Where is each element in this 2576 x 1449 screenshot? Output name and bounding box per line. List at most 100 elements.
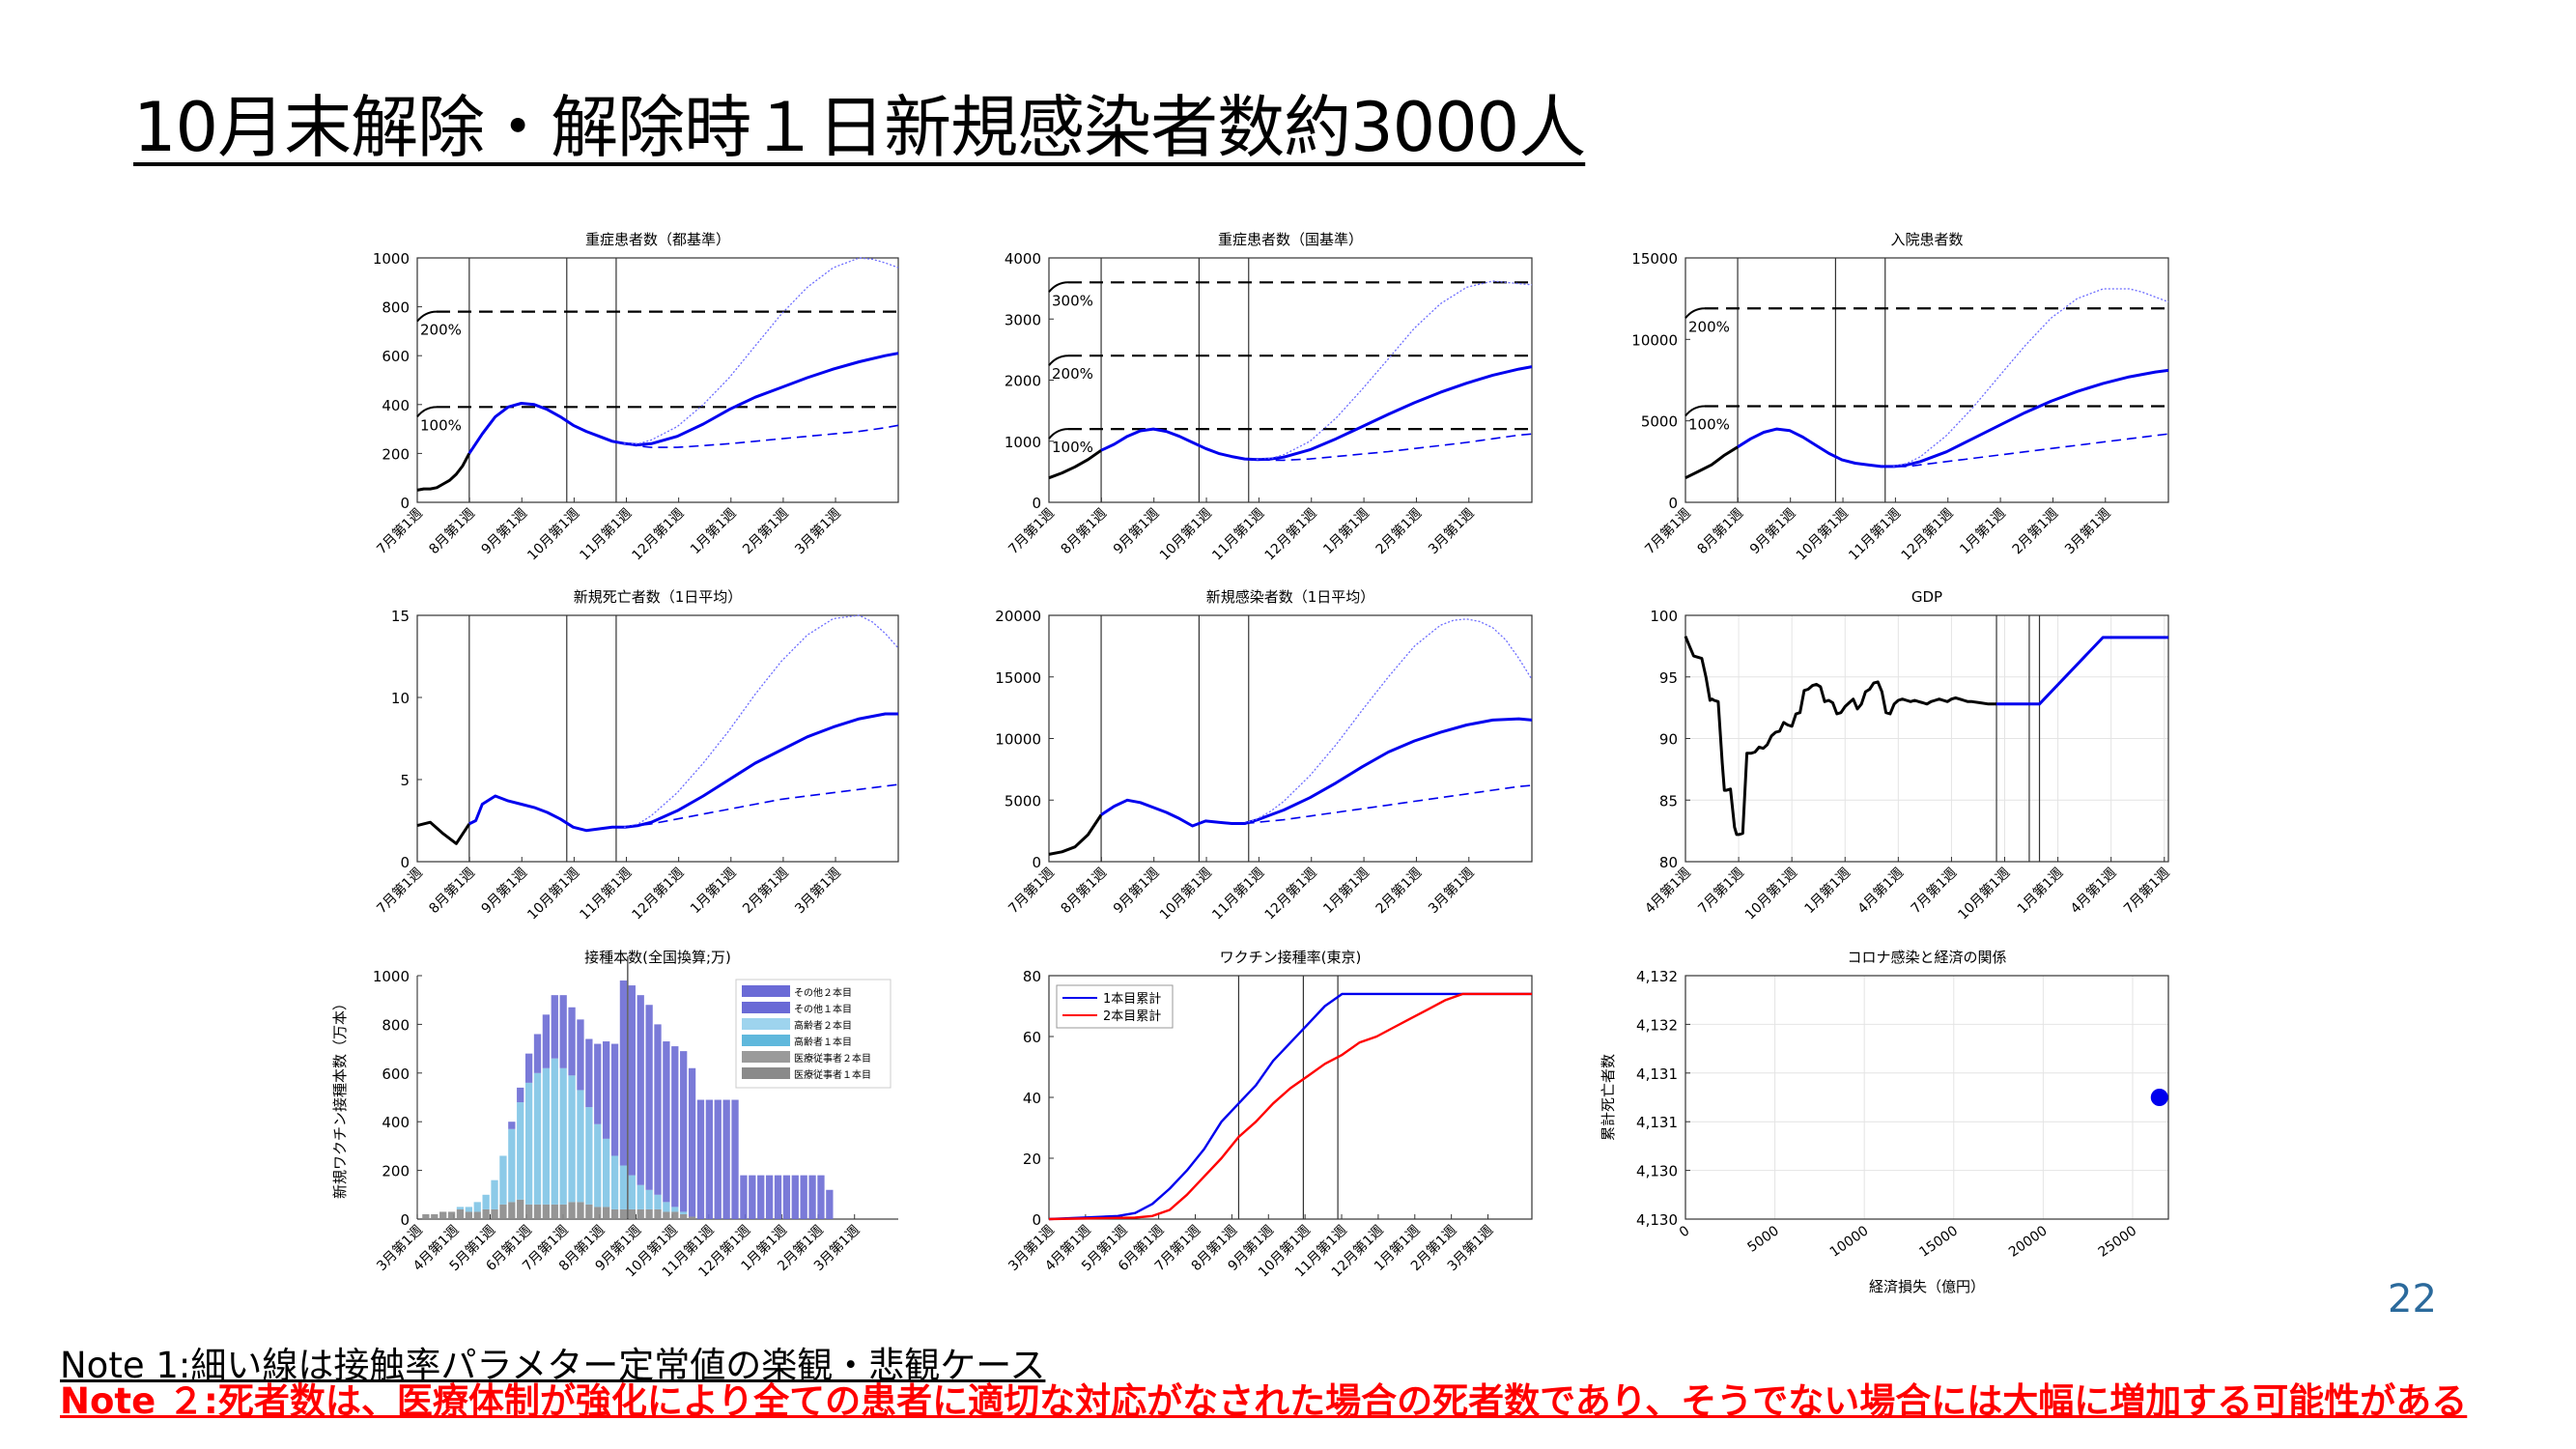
chart-title: 新規感染者数（1日平均） [1206, 588, 1375, 606]
bar-elderly [542, 1067, 551, 1205]
capacity-line-hook [416, 310, 438, 323]
bar-others [663, 1041, 670, 1203]
x-tick-label: 7月第1週 [1005, 865, 1058, 917]
x-tick-label: 9月第1週 [1110, 865, 1162, 917]
y-axis-label: 新規ワクチン接種本数（万本） [331, 996, 349, 1199]
x-tick-label: 25000 [2096, 1223, 2140, 1261]
y-tick-label: 40 [1023, 1090, 1041, 1107]
x-tick-label: 11月第1週 [1209, 505, 1268, 564]
y-axis-label: 累計死亡者数 [1599, 1054, 1617, 1141]
x-tick-label: 2月第1週 [1373, 505, 1425, 557]
chart-title: ワクチン接種率(東京) [1220, 949, 1362, 966]
series-pessimistic [611, 614, 899, 828]
series-pessimistic [1881, 288, 2169, 468]
x-tick-label: 7月第1週 [1005, 505, 1058, 557]
bar-elderly [473, 1202, 481, 1212]
y-tick-label: 1000 [373, 968, 410, 985]
x-tick-label: 7月第1週 [374, 505, 426, 557]
x-tick-label: 10月第1週 [524, 865, 583, 923]
x-tick-label: 7月第1週 [1642, 505, 1694, 557]
x-tick-label: 8月第1週 [1058, 865, 1110, 917]
capacity-line-hook [1048, 428, 1069, 440]
chart-severe-national: 重症患者数（国基準） 0 1000 2000 3000 4000 7月第1週 8月第1週 9月第… [1005, 231, 1533, 564]
x-tick-label: 11月第1週 [577, 865, 636, 923]
x-tick-label: 1月第1週 [1957, 505, 2009, 557]
y-tick-label: 90 [1659, 731, 1678, 749]
y-tick-label: 1000 [373, 250, 410, 268]
bar-medical [482, 1208, 490, 1219]
x-tick-label: 10月第1週 [1955, 865, 2014, 923]
x-tick-label: 9月第1週 [1746, 505, 1798, 557]
bar-medical [524, 1204, 533, 1219]
note-1: Note 1:細い線は接触率パラメター定常値の楽観・悲観ケース [60, 1345, 1046, 1386]
bar-medical [508, 1202, 516, 1219]
bar-medical [594, 1207, 602, 1219]
bar-elderly [645, 1189, 653, 1209]
x-tick-label: 4月第1週 [1642, 865, 1694, 917]
bar-others [740, 1175, 748, 1219]
x-tick-label: 7月第1週 [2120, 865, 2172, 917]
x-tick-label: 9月第1週 [478, 505, 530, 557]
x-tick-label: 10月第1週 [524, 505, 583, 564]
bar-elderly [456, 1207, 465, 1209]
series-optimistic [1244, 433, 1533, 462]
y-tick-label: 4000 [1005, 250, 1041, 268]
bar-medical [671, 1211, 679, 1219]
chart-title: 新規死亡者数（1日平均） [574, 588, 743, 606]
x-tick-label: 4月第1週 [2067, 865, 2119, 917]
legend-swatch [742, 1035, 790, 1046]
chart-title: 接種本数(全国換算;万) [584, 949, 731, 966]
bar-elderly [568, 1075, 576, 1203]
legend-label: 医療従事者２本目 [794, 1052, 871, 1065]
bar-elderly [680, 1211, 688, 1214]
x-tick-label: 11月第1週 [1846, 505, 1905, 564]
plot-frame [416, 614, 899, 863]
bar-medical [654, 1208, 662, 1219]
chart-title: 入院患者数 [1890, 231, 1963, 248]
series-main [468, 712, 898, 833]
capacity-line-hook [1684, 307, 1706, 319]
bar-medical [551, 1204, 558, 1219]
y-tick-label: 95 [1659, 669, 1678, 687]
bar-others [542, 1014, 551, 1068]
x-tick-label: 1月第1週 [687, 505, 739, 557]
x-tick-label: 9月第1週 [1110, 505, 1162, 557]
series-main [467, 352, 899, 455]
legend-label: 高齢者１本目 [794, 1036, 852, 1048]
x-tick-label: 4月第1週 [1854, 865, 1907, 917]
bar-others [559, 995, 567, 1068]
y-tick-label: 3000 [1005, 311, 1041, 328]
y-tick-label: 85 [1659, 792, 1678, 810]
scatter-point [2150, 1089, 2168, 1106]
bar-medical [447, 1211, 456, 1219]
bar-others [757, 1175, 765, 1219]
legend-label: 2本目累計 [1103, 1009, 1161, 1024]
bar-medical [499, 1204, 507, 1219]
bar-others [722, 1099, 730, 1219]
y-tick-label: 20 [1023, 1151, 1041, 1168]
x-tick-label: 15000 [1916, 1223, 1961, 1261]
bar-others [628, 985, 636, 1176]
x-tick-label: 7月第1週 [1908, 865, 1960, 917]
y-tick-label: 100 [1650, 608, 1678, 625]
x-tick-label: 12月第1週 [1261, 505, 1320, 564]
y-tick-label: 200 [382, 1163, 410, 1180]
x-tick-label: 2月第1週 [2009, 505, 2061, 557]
bar-others [696, 1099, 705, 1219]
x-tick-label: 8月第1週 [1058, 505, 1110, 557]
bar-medical [688, 1216, 696, 1219]
bar-others [749, 1175, 756, 1219]
capacity-label: 100% [1052, 439, 1093, 456]
bar-medical [568, 1202, 576, 1219]
y-tick-label: 15000 [1631, 250, 1678, 268]
y-tick-label: 1000 [1005, 434, 1041, 451]
legend-box [1056, 984, 1174, 1029]
chart-severe-tokyo: 重症患者数（都基準） 0 200 400 600 800 1000 7月第1週 8月第1週 9月第… [373, 231, 899, 564]
x-tick-label: 20000 [2006, 1223, 2051, 1261]
bar-others [517, 1087, 524, 1103]
y-tick-label: 400 [382, 1114, 410, 1131]
series-pessimistic [611, 257, 899, 444]
